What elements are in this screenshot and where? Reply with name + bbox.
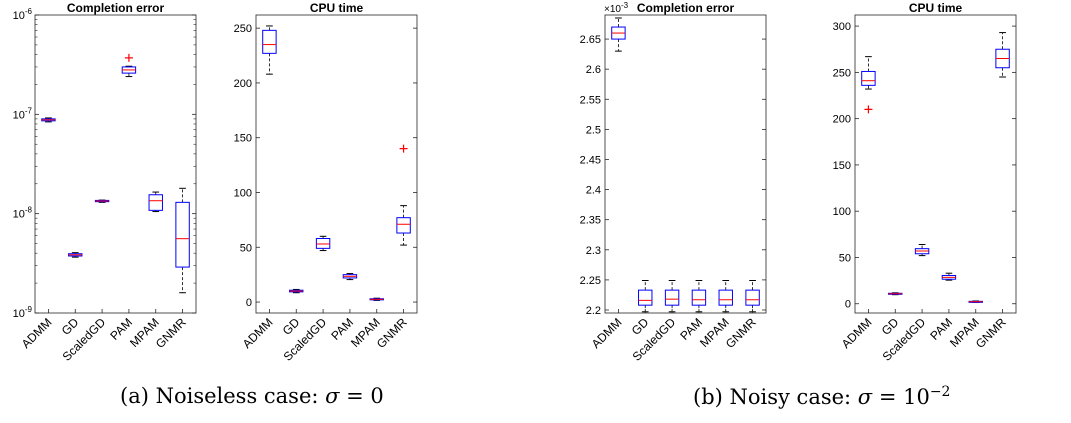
y-tick-label: 2.55 bbox=[580, 94, 601, 106]
y-tick-label: 2.5 bbox=[586, 124, 601, 136]
box-rect bbox=[745, 289, 760, 306]
box-rect bbox=[691, 289, 707, 306]
caption-b-prefix: (b) Noisy case: bbox=[693, 385, 858, 409]
outlier-marker bbox=[864, 105, 873, 114]
box-scaledgd bbox=[664, 279, 680, 313]
y-tick-label: 0 bbox=[845, 299, 851, 311]
box-gnmr bbox=[396, 144, 411, 246]
y-tick-label: 2.25 bbox=[580, 275, 601, 287]
caption-a-value: = 0 bbox=[339, 384, 384, 408]
box-gnmr bbox=[995, 32, 1010, 78]
box-mpam bbox=[718, 279, 733, 313]
box-pam bbox=[941, 272, 957, 281]
y-tick-label: 0 bbox=[246, 297, 252, 309]
y-tick-label: 250 bbox=[234, 23, 252, 35]
y-tick-label: 2.3 bbox=[586, 245, 601, 257]
box-rect bbox=[861, 70, 876, 86]
panel-b-left: Completion error 2.2 2.25 2.3 2.35 2.4 2.45 2.5… bbox=[580, 1, 767, 364]
caption-b-eq: = 10 bbox=[872, 385, 930, 409]
box-admm bbox=[41, 117, 56, 123]
caption-b-symbol: σ bbox=[857, 385, 873, 409]
box-scaledgd bbox=[914, 244, 930, 257]
x-tick-label: ADMM bbox=[839, 315, 875, 351]
box-gnmr bbox=[175, 187, 190, 294]
box-mpam bbox=[968, 300, 983, 303]
box-pam bbox=[121, 53, 137, 78]
y-tick-label: 300 bbox=[833, 21, 851, 33]
box-rect bbox=[396, 217, 411, 234]
box-mpam bbox=[148, 191, 163, 213]
chart-title: CPU time bbox=[310, 1, 364, 15]
axes-frame bbox=[255, 14, 418, 314]
caption-a-symbol: σ bbox=[325, 384, 340, 408]
box-rect bbox=[315, 238, 331, 249]
y-tick-label: 100 bbox=[234, 187, 252, 199]
outlier-marker bbox=[399, 144, 408, 153]
y-tick-label: 200 bbox=[833, 114, 851, 126]
y-tick-label: 150 bbox=[833, 160, 851, 172]
box-rect bbox=[262, 29, 277, 54]
y-tick-label: 2.6 bbox=[586, 64, 601, 76]
x-tick-label: GNMR bbox=[153, 315, 189, 351]
axes-frame bbox=[854, 14, 1017, 314]
y-tick-label: 2.65 bbox=[580, 34, 601, 46]
box-gd bbox=[638, 279, 653, 313]
box-rect bbox=[148, 194, 163, 211]
x-tick-label: GNMR bbox=[723, 315, 759, 351]
box-gnmr bbox=[745, 279, 760, 313]
y-tick-label: 50 bbox=[839, 252, 851, 264]
y-tick-label: 100 bbox=[833, 206, 851, 218]
box-pam bbox=[342, 273, 358, 281]
y-tick-label: 50 bbox=[240, 242, 252, 254]
box-rect bbox=[175, 201, 190, 268]
y-tick-label: 2.2 bbox=[586, 305, 601, 317]
axes-frame bbox=[604, 14, 767, 314]
box-pam bbox=[691, 279, 707, 313]
x-tick-label: GNMR bbox=[374, 315, 410, 351]
box-admm bbox=[611, 17, 626, 52]
y-tick-label: 250 bbox=[833, 67, 851, 79]
y-tick-label: 2.4 bbox=[586, 185, 601, 197]
caption-a: (a) Noiseless case: σ = 0 bbox=[120, 384, 384, 408]
y-multiplier: ×10-3 bbox=[604, 1, 629, 15]
x-tick-label: ADMM bbox=[589, 315, 625, 351]
y-tick-label: 2.45 bbox=[580, 154, 601, 166]
x-tick-label: ADMM bbox=[240, 315, 276, 351]
caption-b-exponent: −2 bbox=[929, 384, 951, 400]
axes-frame bbox=[34, 14, 197, 314]
box-rect bbox=[664, 289, 680, 306]
chart-title: Completion error bbox=[637, 1, 735, 15]
box-rect bbox=[638, 289, 653, 306]
x-tick-label: GNMR bbox=[973, 315, 1009, 351]
chart-title: CPU time bbox=[909, 1, 963, 15]
box-mpam bbox=[369, 297, 384, 301]
y-tick-label: 10-9 bbox=[13, 305, 33, 320]
box-scaledgd bbox=[315, 235, 331, 252]
box-rect bbox=[718, 289, 733, 306]
outlier-marker bbox=[124, 53, 133, 62]
caption-b: (b) Noisy case: σ = 10−2 bbox=[693, 384, 950, 409]
y-tick-label: 10-8 bbox=[13, 206, 33, 221]
y-tick-label: 10-7 bbox=[13, 106, 33, 121]
x-tick-label: ADMM bbox=[19, 315, 55, 351]
box-gd bbox=[289, 288, 304, 294]
box-admm bbox=[861, 56, 876, 114]
y-tick-label: 2.35 bbox=[580, 215, 601, 227]
box-gd bbox=[888, 292, 903, 296]
y-tick-label: 10-6 bbox=[13, 7, 33, 22]
box-scaledgd bbox=[94, 199, 110, 203]
box-gd bbox=[68, 252, 83, 258]
chart-title: Completion error bbox=[67, 1, 165, 15]
y-tick-label: 200 bbox=[234, 78, 252, 90]
caption-a-prefix: (a) Noiseless case: bbox=[120, 384, 326, 408]
box-admm bbox=[262, 25, 277, 75]
y-tick-label: 150 bbox=[234, 133, 252, 145]
